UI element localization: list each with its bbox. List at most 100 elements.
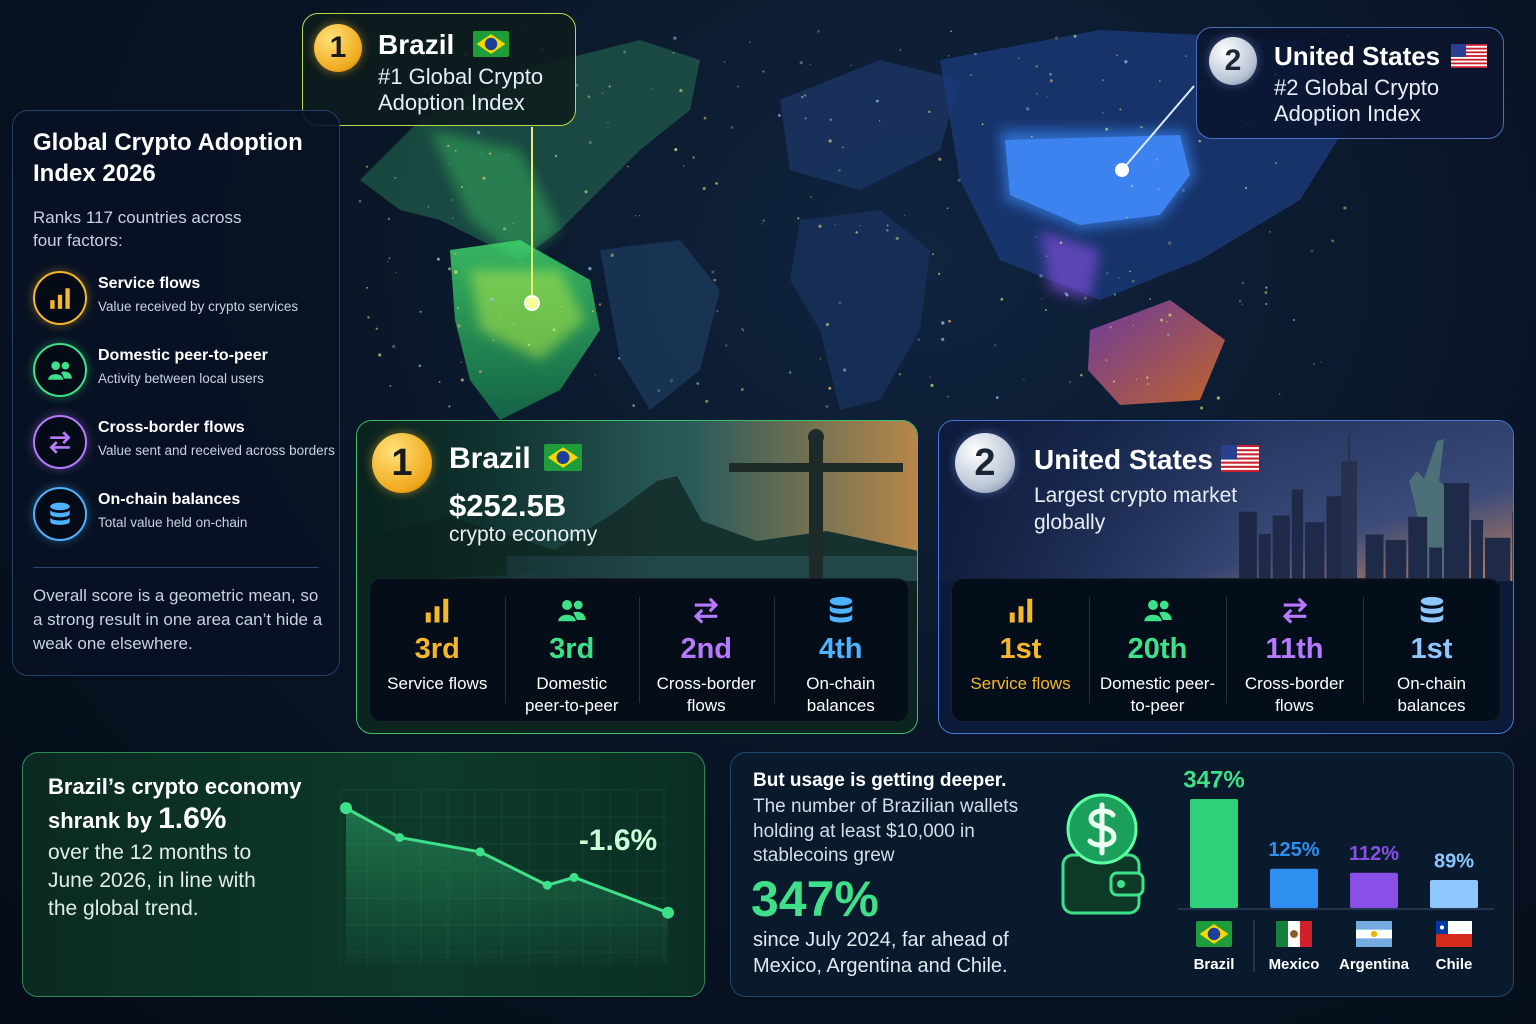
stat-rank: 2nd (680, 633, 733, 665)
icon-shape (1221, 445, 1237, 460)
city-light (1129, 270, 1131, 273)
city-light (587, 95, 591, 98)
rank-badge: 2 (1209, 37, 1257, 85)
icon-shape (1420, 613, 1443, 623)
city-light (387, 260, 389, 263)
city-light (1045, 309, 1047, 312)
city-light (506, 154, 508, 156)
building (1485, 537, 1511, 581)
city-light (834, 223, 836, 226)
city-light (1045, 255, 1048, 257)
icon-shape (51, 361, 60, 370)
city-light (981, 123, 984, 126)
city-light (855, 231, 858, 234)
city-light (1135, 378, 1138, 381)
city-light (1125, 216, 1128, 219)
city-light (1168, 313, 1172, 317)
city-light (950, 30, 952, 33)
flag-graphic (473, 31, 509, 57)
city-light (674, 148, 678, 152)
panel-highlight: 347% (751, 871, 879, 927)
city-light (947, 395, 950, 398)
factor-icon (33, 271, 87, 325)
city-light (457, 307, 459, 309)
wallet-clasp (1117, 880, 1125, 888)
icon-shape (1159, 600, 1169, 610)
city-light (1184, 55, 1187, 58)
continent-glow (430, 130, 560, 260)
stat-column: 3rd Domestic peer-to-peer (504, 579, 640, 721)
stat-column: 20th Domestic peer-to-peer (1089, 579, 1226, 721)
icon-shape (426, 612, 431, 623)
city-light (1264, 290, 1268, 295)
city-light (819, 358, 822, 360)
city-light (1159, 80, 1161, 82)
flag (544, 444, 582, 476)
city-light (1265, 286, 1268, 289)
tower (1341, 461, 1357, 581)
city-light (682, 165, 685, 167)
continent (790, 210, 930, 410)
stat-column: 4th On-chain balances (773, 579, 909, 721)
city-light (1109, 326, 1112, 329)
sidebar: Global Crypto Adoption Index 2026 Ranks … (12, 110, 340, 676)
city-light (598, 303, 602, 306)
city-light (607, 121, 609, 124)
city-light (389, 385, 392, 387)
city-light (1155, 158, 1159, 161)
stat-icon (952, 595, 1089, 625)
city-light (1039, 274, 1043, 278)
city-light (492, 338, 495, 342)
stat-divider (504, 597, 506, 703)
stat-label: On-chain balances (1397, 674, 1466, 715)
icon-shape (484, 37, 498, 51)
city-light (828, 386, 832, 390)
statue (808, 429, 824, 445)
icon-graphic (48, 361, 72, 380)
icon-shape (558, 614, 576, 622)
city-light (1140, 125, 1143, 129)
city-light (669, 378, 674, 383)
city-light (427, 206, 430, 208)
city-light (1023, 378, 1025, 380)
city-light (941, 337, 945, 341)
icon-graphic (1420, 596, 1443, 623)
city-light (1059, 241, 1063, 245)
city-light (938, 272, 941, 275)
city-light (594, 374, 596, 376)
city-light (1331, 239, 1335, 243)
country-name: United States (1274, 41, 1441, 71)
country-name: Brazil (378, 29, 455, 60)
city-light (527, 343, 531, 347)
icon-shape (1451, 44, 1487, 46)
city-light (454, 149, 457, 152)
city-light (608, 85, 611, 88)
city-light (454, 270, 458, 274)
city-light (825, 405, 829, 408)
city-light (1102, 112, 1104, 114)
city-light (476, 130, 481, 135)
icon-shape (1420, 596, 1443, 606)
sidebar-note: Overall score is a geometric mean, so a … (33, 586, 323, 653)
icon-shape (829, 596, 852, 606)
stat-column: 1st On-chain balances (1363, 579, 1500, 721)
city-light (804, 117, 807, 120)
city-light (632, 404, 635, 407)
icon-shape (1451, 44, 1467, 57)
factor-description: Value sent and received across borders (98, 443, 335, 458)
building (1326, 496, 1342, 581)
city-light (931, 253, 934, 256)
city-light (838, 169, 841, 172)
city-light (498, 314, 501, 317)
city-light (1046, 96, 1048, 98)
city-light (716, 310, 719, 313)
factor-icon (33, 487, 87, 541)
city-light (638, 214, 641, 217)
stat-rank: 4th (819, 633, 863, 665)
icon-shape (1451, 47, 1487, 50)
panel-body: over the 12 months to June 2026, in line… (48, 841, 256, 920)
stats-panel: 3rd Service flows 3rd Domestic peer-to-peer… (369, 578, 909, 722)
icon-graphic (1143, 600, 1172, 622)
city-light (1018, 57, 1020, 59)
